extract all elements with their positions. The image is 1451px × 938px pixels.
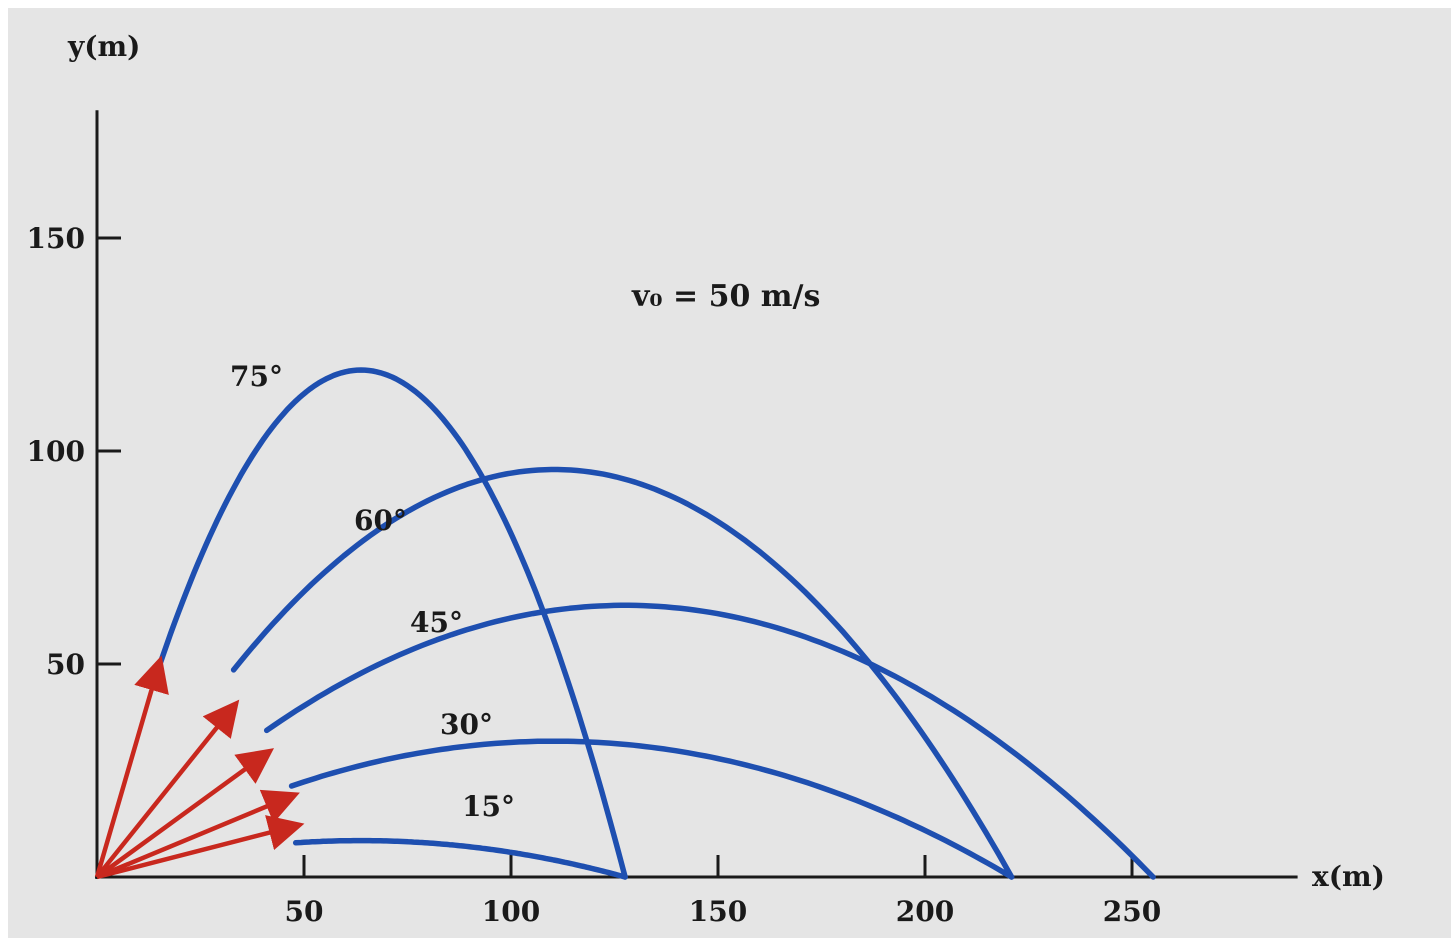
trajectory-label-45: 45° (410, 606, 463, 639)
x-tick-label: 250 (1103, 895, 1161, 928)
trajectory-curve-15 (292, 837, 628, 880)
trajectory-curve-60 (230, 466, 1015, 880)
y-tick-label: 150 (27, 222, 85, 255)
trajectory-label-75: 75° (230, 360, 283, 393)
velocity-vector-75 (94, 655, 169, 878)
x-tick-label: 100 (482, 895, 540, 928)
y-axis-label: y(m) (67, 30, 140, 63)
y-tick-label: 100 (27, 435, 85, 468)
initial-velocity-annotation: v₀ = 50 m/s (631, 279, 820, 314)
trajectory-curve-30 (288, 738, 1015, 880)
x-axis-label: x(m) (1312, 860, 1385, 893)
trajectory-curve-45 (263, 602, 1156, 880)
x-tick-label: 200 (896, 895, 954, 928)
velocity-vector-15 (96, 815, 305, 880)
trajectory-curve-75 (156, 367, 628, 880)
x-tick-label: 50 (285, 895, 324, 928)
velocity-vector-45 (95, 748, 275, 879)
velocity-vectors (94, 655, 305, 880)
trajectory-label-30: 30° (440, 708, 493, 741)
velocity-vector-30 (96, 789, 300, 880)
axes: 50 100 150 200 250 50 100 150 (27, 110, 1298, 928)
plot-background (8, 8, 1451, 938)
velocity-vector-60 (95, 699, 240, 879)
labels: y(m) x(m) v₀ = 50 m/s 15° 30° 45° 60° 75° (67, 30, 1385, 893)
trajectory-label-15: 15° (462, 790, 515, 823)
trajectory-label-60: 60° (354, 504, 407, 537)
y-tick-label: 50 (46, 648, 85, 681)
x-tick-label: 150 (689, 895, 747, 928)
trajectory-curves (156, 367, 1156, 880)
